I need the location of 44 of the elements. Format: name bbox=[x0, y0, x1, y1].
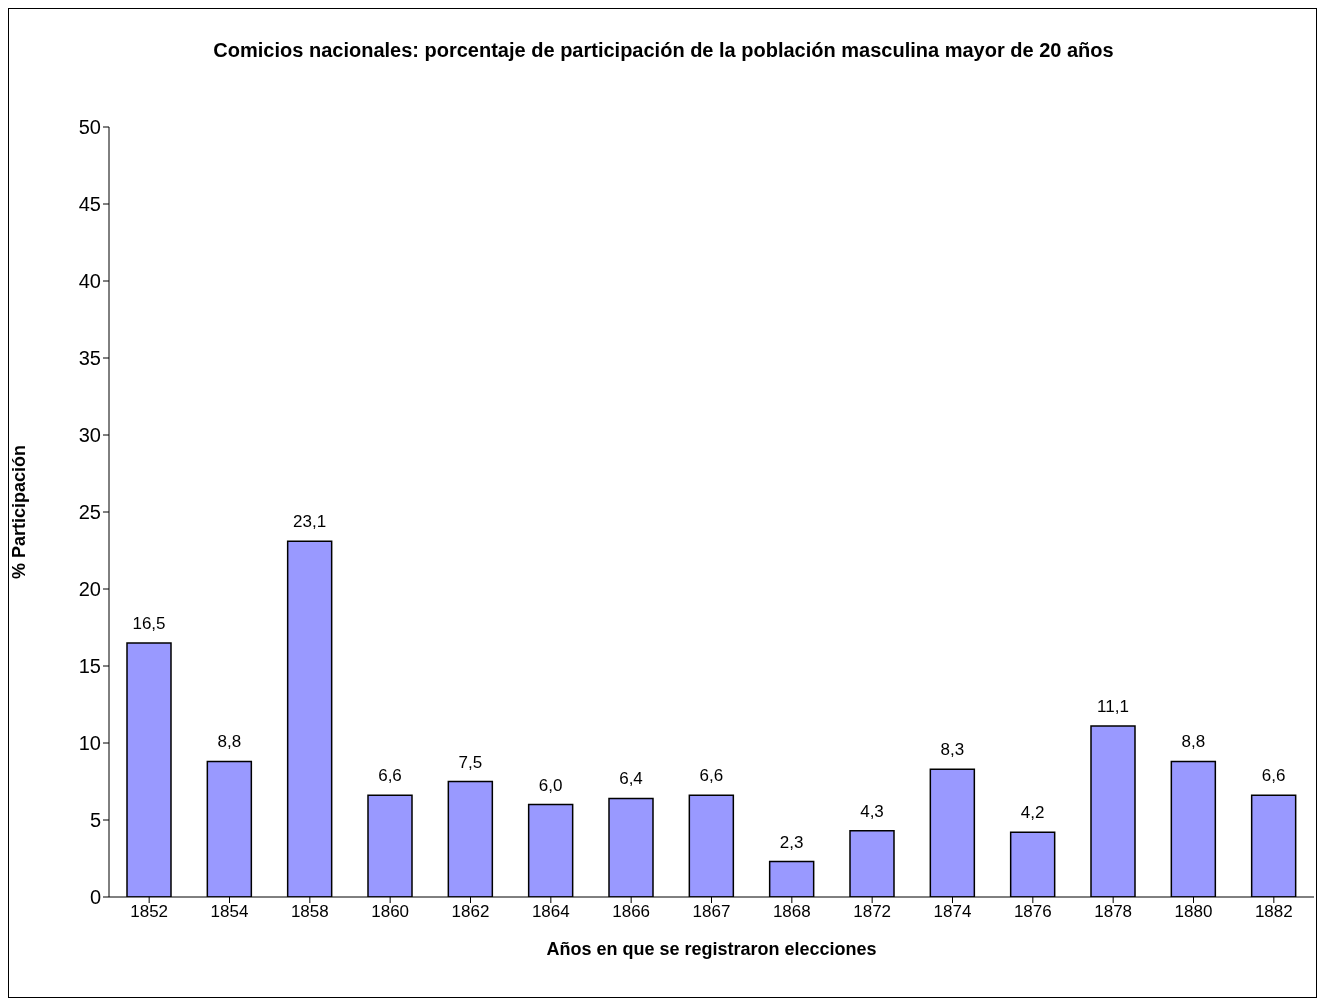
data-label: 7,5 bbox=[458, 752, 483, 772]
y-tick-label: 0 bbox=[89, 886, 101, 909]
y-tick-label: 45 bbox=[78, 193, 101, 216]
data-label: 8,3 bbox=[940, 740, 965, 760]
x-tick-label: 1866 bbox=[612, 902, 651, 922]
y-tick-label: 15 bbox=[78, 655, 101, 678]
x-tick-label: 1858 bbox=[290, 902, 329, 922]
x-tick-label: 1878 bbox=[1094, 902, 1133, 922]
x-tick-label: 1862 bbox=[451, 902, 490, 922]
x-tick-label: 1880 bbox=[1174, 902, 1213, 922]
y-tick-label: 25 bbox=[78, 501, 101, 524]
y-tick-label: 30 bbox=[78, 424, 101, 447]
y-tick-label: 5 bbox=[89, 809, 101, 832]
data-label: 6,4 bbox=[619, 769, 643, 789]
y-tick-label: 50 bbox=[78, 116, 101, 139]
x-axis-title: Años en que se registraron elecciones bbox=[546, 939, 877, 959]
data-label: 6,6 bbox=[1261, 766, 1286, 786]
data-label: 4,3 bbox=[860, 801, 884, 821]
data-label: 16,5 bbox=[132, 613, 166, 633]
y-axis-title: % Participación bbox=[9, 444, 30, 580]
x-tick-label: 1872 bbox=[853, 902, 892, 922]
data-label: 6,6 bbox=[378, 766, 402, 786]
data-label: 6,6 bbox=[699, 766, 724, 786]
x-tick-label: 1868 bbox=[772, 902, 811, 922]
y-tick-label: 40 bbox=[78, 270, 101, 293]
y-tick-label: 20 bbox=[78, 578, 101, 601]
data-label: 11,1 bbox=[1097, 697, 1129, 717]
data-label: 8,8 bbox=[217, 732, 242, 752]
data-label: 6,0 bbox=[538, 775, 563, 795]
data-label: 8,8 bbox=[1181, 732, 1206, 752]
x-tick-label: 1882 bbox=[1254, 902, 1293, 922]
data-label: 4,2 bbox=[1020, 803, 1045, 823]
y-tick-label: 35 bbox=[78, 347, 101, 370]
x-tick-label: 1874 bbox=[933, 902, 972, 922]
x-tick-label: 1860 bbox=[371, 902, 410, 922]
x-tick-label: 1876 bbox=[1013, 902, 1052, 922]
chart-title: Comicios nacionales: porcentaje de participación de la población masculina mayor de 20 años bbox=[212, 39, 1115, 62]
x-tick-label: 1854 bbox=[210, 902, 249, 922]
y-tick-label: 10 bbox=[78, 732, 101, 755]
data-label: 2,3 bbox=[779, 832, 804, 852]
x-tick-label: 1867 bbox=[692, 902, 731, 922]
x-tick-label: 1852 bbox=[130, 902, 169, 922]
x-tick-label: 1864 bbox=[531, 902, 570, 922]
data-label: 23,1 bbox=[293, 512, 327, 532]
